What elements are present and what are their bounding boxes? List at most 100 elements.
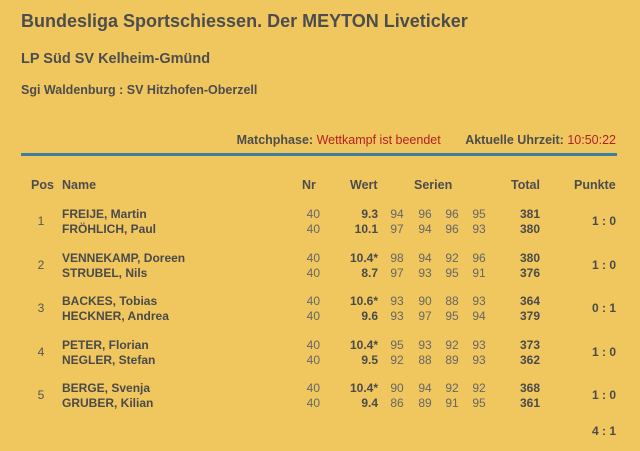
shooter-total: 368 (519, 381, 540, 395)
column-header-punkte: Punkte (574, 178, 616, 192)
shooter-nr: 40 (306, 265, 320, 280)
shooter-nr: 40 (306, 294, 320, 308)
shooter-wert: 10.1 (354, 222, 378, 236)
shooter-nr: 40 (306, 352, 320, 367)
shooter-serie: 93 (390, 294, 404, 308)
shooter-serie: 93 (418, 265, 432, 280)
shooter-nr: 40 (306, 222, 320, 236)
shooter-serie: 88 (445, 294, 459, 308)
shooter-total: 376 (519, 265, 540, 280)
shooter-nr: 40 (306, 337, 320, 352)
shooter-name: FRÖHLICH, Paul (62, 222, 157, 236)
shooter-serie: 98 (390, 250, 404, 265)
shooter-serie: 93 (472, 222, 486, 236)
shooter-serie: 96 (445, 222, 459, 236)
shooter-total: 379 (519, 309, 540, 323)
shooter-serie: 95 (390, 337, 404, 352)
shooter-serie: 95 (445, 309, 459, 323)
shooter-total: 380 (519, 250, 540, 265)
shooter-serie: 89 (418, 396, 432, 410)
duel-points: 1 : 0 (591, 344, 616, 359)
competition-subtitle: LP Süd SV Kelheim-Gmünd (21, 51, 211, 67)
shooter-serie: 92 (390, 352, 404, 367)
table-row-position: 5 (37, 388, 45, 402)
shooter-name: FREIJE, Martin (62, 207, 147, 221)
shooter-serie: 92 (472, 381, 486, 395)
duel-points: 1 : 0 (591, 257, 616, 272)
table-row-position: 4 (37, 344, 45, 359)
shooter-wert: 10.4* (349, 381, 378, 395)
current-time-label: Aktuelle Uhrzeit: (465, 133, 564, 147)
shooter-serie: 94 (472, 309, 486, 323)
shooter-nr: 40 (306, 381, 320, 395)
shooter-name: STRUBEL, Nils (62, 265, 148, 280)
shooter-wert: 9.3 (361, 207, 378, 221)
shooter-serie: 90 (418, 294, 432, 308)
shooter-serie: 94 (390, 207, 404, 221)
shooter-name: PETER, Florian (62, 337, 149, 352)
shooter-serie: 86 (390, 396, 404, 410)
table-row-position: 1 (37, 214, 45, 228)
duel-points: 0 : 1 (591, 301, 616, 315)
shooter-total: 361 (519, 396, 540, 410)
shooter-serie: 88 (418, 352, 432, 367)
shooter-serie: 95 (472, 396, 486, 410)
page-title: Bundesliga Sportschiessen. Der MEYTON Li… (21, 11, 468, 31)
matchphase-value: Wettkampf ist beendet (316, 133, 441, 147)
table-row-position: 2 (37, 257, 45, 272)
column-header-wert: Wert (350, 178, 378, 192)
shooter-wert: 9.6 (361, 309, 378, 323)
shooter-total: 364 (519, 294, 540, 308)
shooter-serie: 89 (445, 352, 459, 367)
header-divider (21, 153, 617, 156)
shooter-total: 373 (519, 337, 540, 352)
status-line: Matchphase: Wettkampf ist beendet Aktuel… (237, 133, 616, 147)
shooter-wert: 10.6* (349, 294, 378, 308)
matchphase-label: Matchphase: (236, 133, 314, 147)
shooter-name: VENNEKAMP, Doreen (62, 250, 186, 265)
current-time-value: 10:50:22 (567, 133, 616, 147)
shooter-wert: 10.4* (349, 250, 378, 265)
shooter-serie: 92 (445, 250, 459, 265)
shooter-serie: 97 (418, 309, 432, 323)
shooter-serie: 94 (418, 250, 432, 265)
shooter-serie: 93 (390, 309, 404, 323)
duel-points: 1 : 0 (591, 214, 616, 228)
shooter-serie: 93 (472, 352, 486, 367)
shooter-name: BERGE, Svenja (62, 381, 151, 395)
column-header-nr: Nr (302, 178, 316, 192)
shooter-serie: 92 (445, 337, 459, 352)
shooter-wert: 8.7 (361, 265, 378, 280)
shooter-serie: 92 (445, 381, 459, 395)
shooter-nr: 40 (306, 207, 320, 221)
shooter-serie: 93 (418, 337, 432, 352)
shooter-serie: 97 (390, 265, 404, 280)
match-title: Sgi Waldenburg : SV Hitzhofen-Oberzell (21, 83, 258, 97)
shooter-total: 381 (519, 207, 540, 221)
shooter-serie: 97 (390, 222, 404, 236)
shooter-wert: 9.5 (361, 352, 378, 367)
final-score: 4 : 1 (591, 424, 616, 438)
shooter-serie: 93 (472, 294, 486, 308)
shooter-serie: 91 (472, 265, 486, 280)
column-header-serien: Serien (414, 178, 453, 192)
shooter-serie: 94 (418, 222, 432, 236)
shooter-nr: 40 (306, 250, 320, 265)
table-row-position: 3 (37, 301, 45, 315)
shooter-nr: 40 (306, 309, 320, 323)
column-header-name: Name (62, 178, 97, 192)
shooter-serie: 96 (472, 250, 486, 265)
shooter-serie: 91 (445, 396, 459, 410)
shooter-serie: 96 (418, 207, 432, 221)
shooter-wert: 9.4 (361, 396, 378, 410)
shooter-serie: 95 (472, 207, 486, 221)
duel-points: 1 : 0 (591, 388, 616, 402)
shooter-serie: 96 (445, 207, 459, 221)
shooter-total: 380 (519, 222, 540, 236)
shooter-name: HECKNER, Andrea (62, 309, 169, 323)
shooter-serie: 93 (472, 337, 486, 352)
shooter-serie: 94 (418, 381, 432, 395)
shooter-total: 362 (519, 352, 540, 367)
shooter-serie: 95 (445, 265, 459, 280)
column-header-pos: Pos (31, 178, 54, 192)
